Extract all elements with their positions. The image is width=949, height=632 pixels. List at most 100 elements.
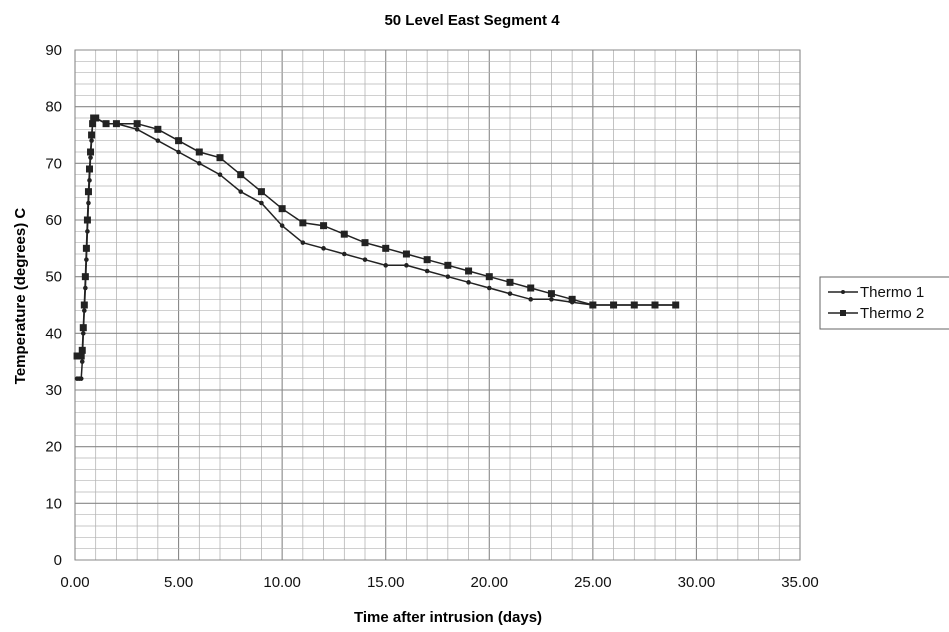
data-point-thermo-2 [88, 131, 96, 139]
data-point-thermo-1 [341, 251, 347, 257]
data-point-thermo-1 [549, 297, 554, 302]
x-tick-label: 0.00 [60, 574, 89, 591]
chart-title: 50 Level East Segment 4 [384, 12, 560, 29]
y-tick-label: 40 [45, 325, 62, 342]
data-point-thermo-1 [466, 280, 471, 285]
legend-box [819, 276, 949, 330]
data-point-thermo-1 [78, 376, 84, 381]
data-point-thermo-2 [547, 290, 555, 298]
data-point-thermo-1 [321, 246, 326, 251]
data-point-thermo-2 [299, 219, 307, 227]
data-point-thermo-2 [216, 154, 224, 162]
data-point-thermo-2 [278, 205, 286, 213]
x-tick-label: 15.00 [367, 574, 405, 591]
y-tick-label: 90 [45, 42, 62, 59]
series-thermo-2 [73, 114, 680, 360]
data-point-thermo-2 [506, 278, 514, 286]
data-point-thermo-1 [196, 161, 202, 166]
data-point-thermo-1 [507, 291, 513, 296]
data-point-thermo-2 [340, 230, 348, 238]
y-tick-label: 70 [45, 155, 62, 172]
data-point-thermo-2 [83, 216, 91, 224]
grid [74, 49, 801, 561]
x-tick-label: 35.00 [781, 574, 819, 591]
data-point-thermo-2 [92, 114, 100, 122]
data-point-thermo-2 [82, 244, 90, 252]
legend-marker-thermo-1 [841, 290, 845, 294]
data-point-thermo-2 [257, 188, 265, 196]
series-thermo-1 [74, 115, 679, 381]
data-point-thermo-2 [81, 273, 89, 281]
data-point-thermo-1 [155, 138, 161, 143]
data-point-thermo-2 [86, 165, 93, 173]
y-tick-label: 80 [45, 99, 62, 116]
data-point-thermo-2 [133, 120, 141, 128]
data-point-thermo-1 [217, 172, 223, 177]
x-tick-label: 20.00 [471, 574, 509, 591]
data-point-thermo-1 [445, 274, 451, 279]
data-point-thermo-1 [383, 263, 389, 268]
x-tick-label: 10.00 [263, 574, 301, 591]
y-tick-label: 0 [54, 552, 62, 569]
y-tick-label: 10 [45, 495, 62, 512]
data-point-thermo-1 [300, 240, 306, 245]
y-tick-label: 50 [45, 269, 62, 286]
tick-labels: 0.00 5.00 10.00 15.00 20.00 25.00 30.00 35.00 0 1… [45, 42, 818, 591]
data-point-thermo-2 [361, 239, 369, 247]
series-layer [73, 114, 680, 381]
data-point-thermo-2 [89, 120, 97, 128]
data-point-thermo-1 [238, 189, 244, 194]
data-point-thermo-2 [154, 125, 162, 133]
data-point-thermo-2 [102, 120, 110, 128]
series-line-thermo-2 [77, 117, 676, 357]
legend-label-thermo-2: Thermo 2 [860, 305, 924, 322]
data-point-thermo-2 [402, 250, 410, 258]
data-point-thermo-2 [485, 273, 493, 281]
plot-area [74, 49, 801, 561]
series-line-thermo-1 [77, 117, 676, 380]
data-point-thermo-2 [87, 148, 95, 156]
data-point-thermo-2 [423, 256, 431, 264]
data-point-thermo-1 [79, 359, 85, 364]
data-point-thermo-2 [651, 301, 659, 309]
x-axis-label: Time after intrusion (days) [354, 609, 542, 626]
legend: Thermo 1 Thermo 2 [819, 276, 949, 330]
data-point-thermo-2 [568, 295, 576, 303]
data-point-thermo-2 [195, 148, 203, 156]
data-point-thermo-2 [237, 171, 245, 179]
x-tick-label: 5.00 [164, 574, 193, 591]
data-point-thermo-1 [528, 297, 534, 302]
data-point-thermo-1 [259, 200, 264, 206]
data-point-thermo-1 [424, 268, 430, 274]
data-point-thermo-2 [80, 301, 88, 309]
data-point-thermo-2 [610, 301, 618, 309]
data-point-thermo-2 [79, 324, 87, 332]
data-point-thermo-2 [78, 346, 86, 354]
data-point-thermo-2 [527, 284, 535, 292]
data-point-thermo-1 [279, 223, 285, 228]
y-tick-label: 60 [45, 212, 62, 229]
data-point-thermo-2 [672, 301, 680, 309]
data-point-thermo-1 [176, 149, 181, 155]
data-point-thermo-2 [630, 301, 638, 309]
data-point-thermo-2 [320, 222, 328, 230]
data-point-thermo-2 [444, 261, 452, 269]
data-point-thermo-2 [175, 137, 183, 145]
x-tick-label: 30.00 [678, 574, 716, 591]
data-point-thermo-1 [404, 263, 409, 268]
data-point-thermo-2 [382, 244, 390, 252]
data-point-thermo-2 [77, 352, 85, 360]
y-tick-label: 30 [45, 382, 62, 399]
y-axis-label: Temperature (degrees) C [12, 208, 29, 385]
data-point-thermo-1 [134, 127, 140, 132]
legend-label-thermo-1: Thermo 1 [860, 284, 924, 301]
data-point-thermo-2 [84, 188, 92, 196]
data-point-thermo-2 [465, 267, 473, 275]
legend-marker-thermo-2 [840, 310, 846, 316]
data-point-thermo-2 [112, 120, 120, 128]
data-point-thermo-1 [362, 257, 368, 262]
y-tick-label: 20 [45, 439, 62, 456]
data-point-thermo-2 [589, 301, 597, 309]
x-tick-label: 25.00 [574, 574, 612, 591]
